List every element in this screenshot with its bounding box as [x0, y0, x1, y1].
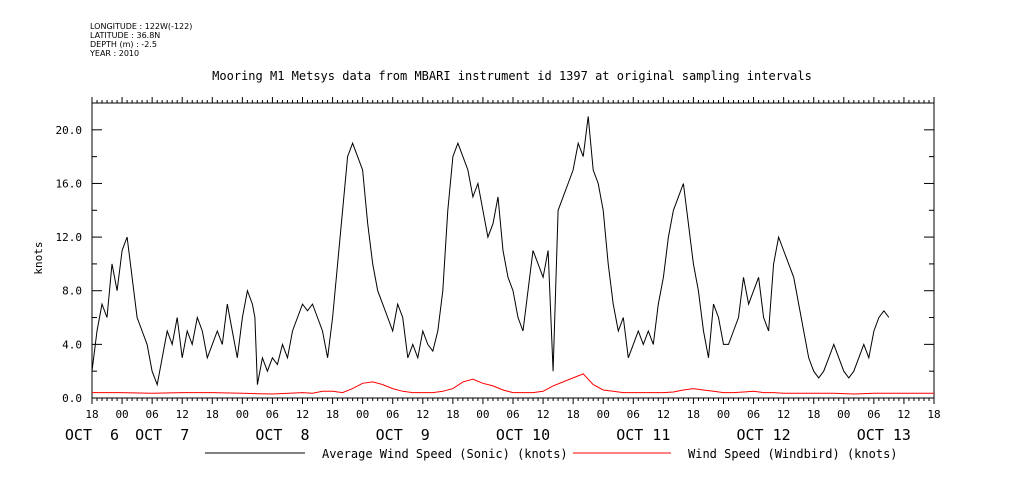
x-tick-label: 18 [326, 408, 339, 421]
x-tick-label: 06 [747, 408, 760, 421]
x-tick-label: 18 [687, 408, 700, 421]
day-label: OCT 12 [737, 426, 791, 444]
y-tick-label: 8.0 [62, 285, 82, 298]
x-tick-label: 00 [837, 408, 850, 421]
x-tick-label: 06 [386, 408, 399, 421]
x-tick-label: 18 [446, 408, 459, 421]
day-labels: OCT 6 OCT 7 OCT 8 OCT 9 OCT 10 OCT 11 OCT 12 OC… [65, 426, 911, 444]
x-tick-label: 12 [536, 408, 549, 421]
x-tick-label: 00 [597, 408, 610, 421]
series-line-windbird [92, 373, 934, 395]
legend: Average Wind Speed (Sonic) (knots) Wind S… [205, 447, 898, 461]
series-line-sonic [91, 116, 890, 387]
x-tick-label: 18 [85, 408, 98, 421]
y-tick-label: 12.0 [56, 231, 83, 244]
y-tick-label: 4.0 [62, 338, 82, 351]
legend-label: Average Wind Speed (Sonic) (knots) [322, 447, 568, 461]
depth-label: DEPTH (m) : -2.5 [90, 40, 157, 49]
x-tick-label: 06 [627, 408, 640, 421]
y-tick-label: 0.0 [62, 392, 82, 405]
x-tick-label: 06 [266, 408, 279, 421]
longitude-label: LONGITUDE : 122W(-122) [90, 22, 193, 31]
x-tick-label: 18 [567, 408, 580, 421]
x-tick-labels: 18 00 06 12 18 00 06 12 18 00 06 12 18 00 06 12 18 00 06 12… [85, 408, 940, 421]
year-label: YEAR : 2010 [90, 49, 140, 58]
day-label: OCT 13 [857, 426, 911, 444]
x-tick-label: 00 [236, 408, 249, 421]
y-tick-label: 16.0 [56, 177, 83, 190]
x-tick-label: 12 [416, 408, 429, 421]
y-tick-label: 20.0 [56, 124, 83, 137]
latitude-label: LATITUDE : 36.8N [90, 31, 161, 40]
day-label: OCT 11 [616, 426, 670, 444]
x-tick-label: 12 [897, 408, 910, 421]
x-tick-label: 00 [476, 408, 489, 421]
day-label: OCT 9 [376, 426, 430, 444]
day-label: OCT 6 [65, 426, 119, 444]
x-tick-label: 12 [296, 408, 309, 421]
x-tick-label: 00 [717, 408, 730, 421]
x-tick-label: 18 [206, 408, 219, 421]
x-tick-label: 12 [657, 408, 670, 421]
x-tick-label: 18 [927, 408, 940, 421]
y-tick-labels: 0.0 4.0 8.0 12.0 16.0 20.0 [56, 124, 83, 405]
x-tick-label: 06 [867, 408, 880, 421]
x-tick-label: 12 [777, 408, 790, 421]
y-axis-label: knots [32, 241, 45, 274]
axis-ticks [91, 97, 935, 404]
chart-title: Mooring M1 Metsys data from MBARI instru… [212, 69, 812, 83]
day-label: OCT 7 [135, 426, 189, 444]
legend-label: Wind Speed (Windbird) (knots) [688, 447, 898, 461]
x-tick-label: 06 [506, 408, 519, 421]
day-label: OCT 8 [255, 426, 309, 444]
x-tick-label: 12 [176, 408, 189, 421]
x-tick-label: 06 [146, 408, 159, 421]
x-tick-label: 00 [115, 408, 128, 421]
x-tick-label: 18 [807, 408, 820, 421]
day-label: OCT 10 [496, 426, 550, 444]
series-lines [91, 116, 934, 395]
station-metadata: LONGITUDE : 122W(-122) LATITUDE : 36.8N … [90, 22, 192, 58]
x-tick-label: 00 [356, 408, 369, 421]
